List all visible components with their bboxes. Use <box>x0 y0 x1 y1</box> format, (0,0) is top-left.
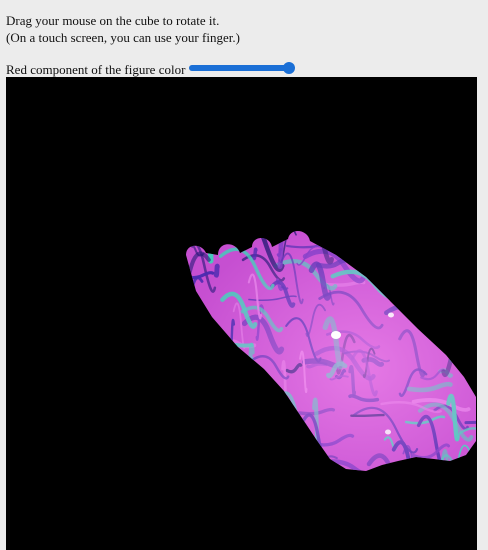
specular-highlight <box>331 331 341 339</box>
3d-figure[interactable] <box>6 77 477 550</box>
red-component-label: Red component of the figure color <box>6 62 186 77</box>
instruction-line-2: (On a touch screen, you can use your fin… <box>6 30 240 45</box>
instructions: Drag your mouse on the cube to rotate it… <box>6 12 240 46</box>
slider-thumb[interactable] <box>283 62 296 74</box>
instruction-line-1: Drag your mouse on the cube to rotate it… <box>6 13 220 28</box>
3d-viewport[interactable] <box>6 77 477 550</box>
specular-highlight-3 <box>385 429 391 435</box>
swirl-surface <box>186 230 476 471</box>
red-component-slider[interactable] <box>189 61 296 75</box>
specular-highlight-2 <box>388 312 394 318</box>
red-component-control: Red component of the figure color <box>6 61 296 77</box>
slider-fill <box>189 65 290 71</box>
